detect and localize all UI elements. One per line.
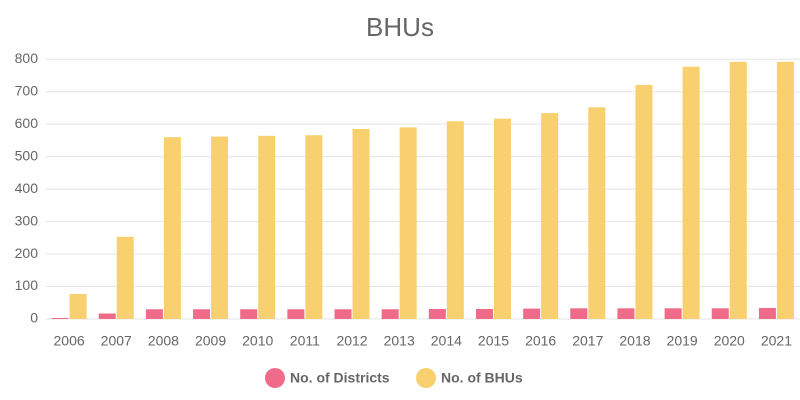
x-tick-label: 2009 (195, 333, 226, 349)
bar (729, 61, 747, 319)
y-tick-label: 600 (15, 115, 39, 131)
x-tick-label: 2020 (714, 333, 745, 349)
x-tick-label: 2014 (431, 333, 462, 349)
bar (776, 61, 794, 319)
y-tick-label: 400 (15, 180, 39, 196)
bar (287, 309, 305, 319)
bar (145, 309, 163, 319)
x-tick-label: 2011 (290, 333, 320, 349)
bar (211, 136, 229, 319)
legend-marker (416, 368, 436, 388)
y-tick-label: 0 (30, 310, 38, 326)
x-tick-label: 2016 (525, 333, 556, 349)
bar (446, 121, 464, 319)
bar (399, 127, 417, 320)
bar (428, 308, 446, 319)
bar (258, 135, 276, 319)
bar (523, 308, 541, 319)
bar (381, 309, 399, 319)
legend-marker (265, 368, 285, 388)
x-tick-label: 2019 (667, 333, 698, 349)
bar (588, 107, 606, 319)
bar (334, 309, 352, 319)
bar (69, 293, 87, 319)
bar (116, 236, 134, 319)
x-tick-label: 2018 (619, 333, 650, 349)
x-tick-label: 2010 (242, 333, 273, 349)
bar (570, 308, 588, 319)
bar (711, 308, 729, 319)
bar (475, 308, 493, 319)
x-tick-label: 2008 (148, 333, 179, 349)
x-tick-label: 2007 (101, 333, 132, 349)
chart-title: BHUs (366, 12, 434, 42)
x-tick-label: 2013 (384, 333, 415, 349)
bar (193, 309, 211, 319)
x-tick-label: 2017 (572, 333, 603, 349)
bar (98, 313, 116, 319)
legend-label: No. of Districts (290, 370, 390, 386)
x-tick-label: 2006 (54, 333, 85, 349)
y-tick-label: 100 (15, 277, 39, 293)
bar (352, 129, 370, 319)
y-tick-label: 800 (15, 50, 39, 66)
bar (541, 113, 559, 319)
x-tick-label: 2012 (336, 333, 367, 349)
y-tick-label: 500 (15, 147, 39, 163)
bar (617, 308, 635, 319)
legend-label: No. of BHUs (441, 370, 523, 386)
bar (305, 135, 323, 319)
bar (664, 308, 682, 319)
bar (51, 318, 69, 319)
bar (163, 137, 181, 319)
bar (758, 307, 776, 319)
bar (635, 84, 653, 320)
bar (493, 118, 511, 320)
bar (682, 66, 700, 320)
x-tick-label: 2021 (761, 333, 792, 349)
y-tick-label: 700 (15, 82, 39, 98)
y-tick-label: 300 (15, 212, 39, 228)
bar (240, 309, 258, 319)
y-tick-label: 200 (15, 245, 39, 261)
x-tick-label: 2015 (478, 333, 509, 349)
